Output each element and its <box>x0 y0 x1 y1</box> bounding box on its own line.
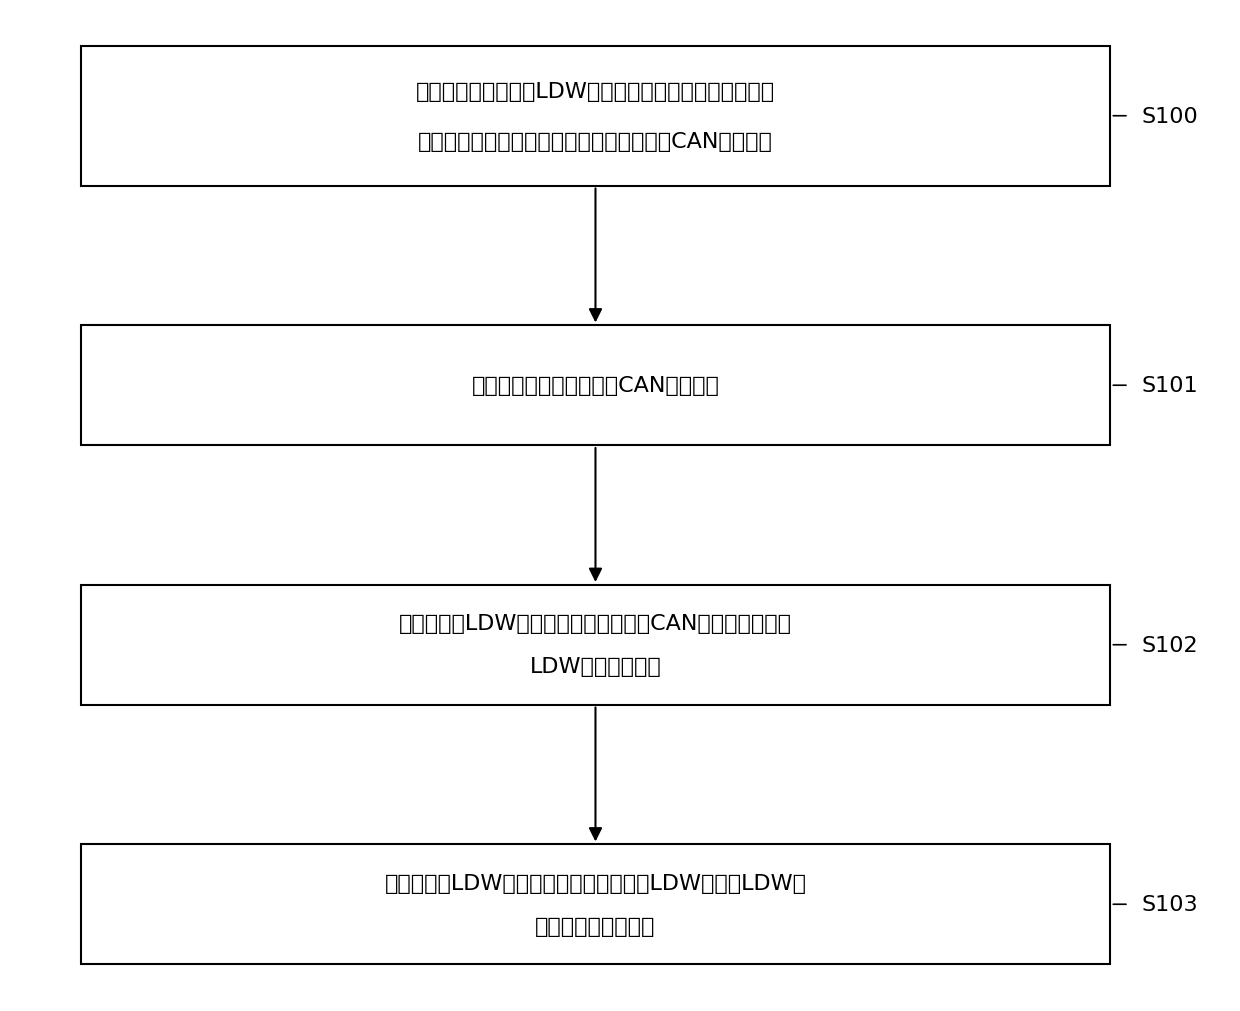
Text: 能事件场景下的表现: 能事件场景下的表现 <box>536 916 656 936</box>
Text: 根据预设的LDW功能事件规则，从所述CAN信号数据中定位: 根据预设的LDW功能事件规则，从所述CAN信号数据中定位 <box>399 614 792 634</box>
Text: 针对自动驾驶车辆的LDW功能验证进行道路测试，道路测: 针对自动驾驶车辆的LDW功能验证进行道路测试，道路测 <box>415 82 775 101</box>
FancyBboxPatch shape <box>81 326 1111 446</box>
Text: 根据定位的LDW功能事件场景，统计分析LDW功能在LDW功: 根据定位的LDW功能事件场景，统计分析LDW功能在LDW功 <box>384 872 806 893</box>
Text: S102: S102 <box>1141 635 1198 655</box>
Text: S100: S100 <box>1141 106 1198 126</box>
Text: S101: S101 <box>1141 376 1198 396</box>
Text: LDW功能事件场景: LDW功能事件场景 <box>529 657 661 676</box>
FancyBboxPatch shape <box>81 844 1111 964</box>
Text: 试过程中通过车辆的摄像头采集视频数据和CAN信号数据: 试过程中通过车辆的摄像头采集视频数据和CAN信号数据 <box>418 131 773 152</box>
Text: 提取摄像头视频文件中的CAN信号数据: 提取摄像头视频文件中的CAN信号数据 <box>471 376 719 396</box>
FancyBboxPatch shape <box>81 47 1111 186</box>
Text: S103: S103 <box>1141 895 1198 914</box>
FancyBboxPatch shape <box>81 585 1111 705</box>
